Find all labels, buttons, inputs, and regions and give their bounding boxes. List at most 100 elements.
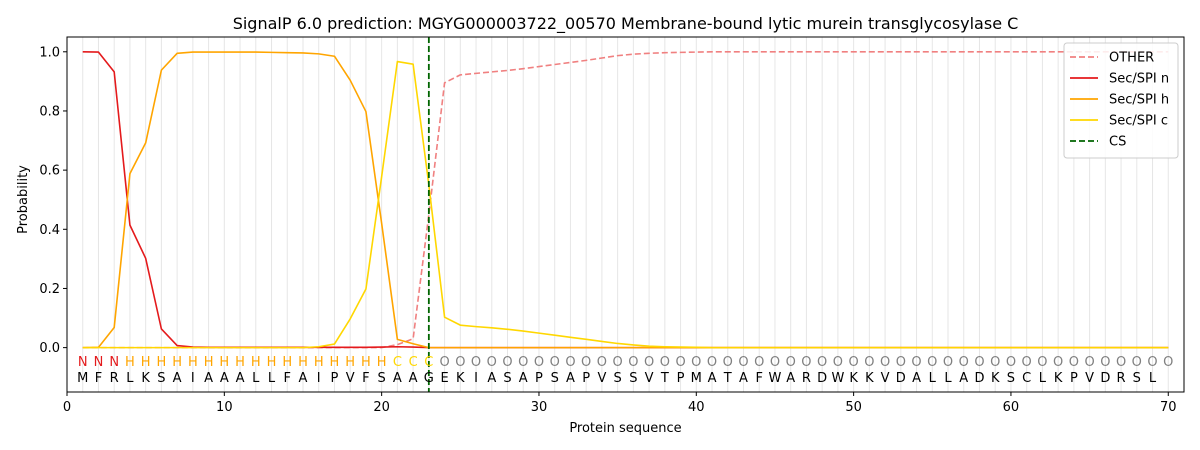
x-tick-label: 50 bbox=[845, 400, 862, 415]
sequence-letter: S bbox=[378, 371, 386, 386]
residue-label: O bbox=[1069, 355, 1079, 370]
sequence-letter: V bbox=[881, 371, 890, 386]
sequence-letter: D bbox=[1100, 371, 1110, 386]
residue-label: C bbox=[409, 355, 418, 370]
residue-label: O bbox=[518, 355, 528, 370]
residue-label: O bbox=[849, 355, 859, 370]
sequence-letter: A bbox=[220, 371, 229, 386]
residue-label: O bbox=[660, 355, 670, 370]
residue-label: O bbox=[833, 355, 843, 370]
residue-label: H bbox=[282, 355, 292, 370]
residue-label: O bbox=[1037, 355, 1047, 370]
residue-label: O bbox=[911, 355, 921, 370]
sequence-letter: K bbox=[1054, 371, 1063, 386]
sequence-letter: S bbox=[1133, 371, 1141, 386]
residue-label: H bbox=[188, 355, 198, 370]
sequence-letter: C bbox=[1022, 371, 1031, 386]
sequence-letter: L bbox=[268, 371, 276, 386]
residue-label: O bbox=[880, 355, 890, 370]
x-tick-label: 30 bbox=[531, 400, 548, 415]
axes-frame bbox=[66, 36, 1185, 393]
residue-label: O bbox=[1147, 355, 1157, 370]
sequence-letter: S bbox=[503, 371, 511, 386]
series-line-sec-spi-n bbox=[82, 50, 1169, 349]
legend-label: OTHER bbox=[1109, 51, 1154, 66]
y-tick-label: 0.2 bbox=[39, 282, 60, 297]
plot-area: NMNFNRHLHKHSHAHIHAHAHAHLHLHFHAHIHPHVHFHS… bbox=[39, 36, 1185, 415]
sequence-letter: P bbox=[535, 371, 543, 386]
sequence-letter: S bbox=[629, 371, 637, 386]
sequence-letter: M bbox=[77, 371, 88, 386]
residue-label: H bbox=[204, 355, 214, 370]
y-tick-label: 0.4 bbox=[39, 223, 60, 238]
sequence-letter: D bbox=[974, 371, 984, 386]
sequence-letter: D bbox=[817, 371, 827, 386]
residue-label: O bbox=[487, 355, 497, 370]
sequence-letter: R bbox=[1117, 371, 1126, 386]
residue-label: O bbox=[581, 355, 591, 370]
residue-label: O bbox=[1022, 355, 1032, 370]
x-tick-label: 20 bbox=[373, 400, 390, 415]
residue-label: O bbox=[597, 355, 607, 370]
sequence-letter: K bbox=[849, 371, 858, 386]
y-tick-label: 0.8 bbox=[39, 104, 60, 119]
sequence-letter: K bbox=[141, 371, 150, 386]
sequence-letter: V bbox=[645, 371, 654, 386]
residue-label: N bbox=[78, 355, 88, 370]
residue-label: O bbox=[723, 355, 733, 370]
sequence-letter: P bbox=[582, 371, 590, 386]
residue-label: H bbox=[172, 355, 182, 370]
sequence-letter: L bbox=[944, 371, 952, 386]
residue-label: O bbox=[801, 355, 811, 370]
sequence-letter: A bbox=[519, 371, 528, 386]
residue-label: H bbox=[330, 355, 340, 370]
residue-label: O bbox=[927, 355, 937, 370]
sequence-letter: A bbox=[299, 371, 308, 386]
sequence-letter: F bbox=[755, 371, 762, 386]
sequence-letter: M bbox=[691, 371, 702, 386]
y-tick-label: 1.0 bbox=[39, 45, 60, 60]
residue-label: O bbox=[959, 355, 969, 370]
sequence-letter: V bbox=[597, 371, 606, 386]
sequence-letter: P bbox=[1070, 371, 1078, 386]
residue-label: O bbox=[550, 355, 560, 370]
sequence-letter: R bbox=[802, 371, 811, 386]
sequence-letter: I bbox=[191, 371, 195, 386]
sequence-letter: A bbox=[566, 371, 575, 386]
residue-label: O bbox=[707, 355, 717, 370]
sequence-letter: S bbox=[1007, 371, 1015, 386]
sequence-letter: A bbox=[739, 371, 748, 386]
sequence-letter: A bbox=[204, 371, 213, 386]
residue-label: O bbox=[1084, 355, 1094, 370]
x-tick-label: 40 bbox=[688, 400, 705, 415]
legend: OTHER Sec/SPI n Sec/SPI h Sec/SPI c CS bbox=[1063, 42, 1179, 159]
sequence-letter: K bbox=[991, 371, 1000, 386]
sequence-letter: W bbox=[831, 371, 844, 386]
legend-label: Sec/SPI c bbox=[1109, 114, 1168, 129]
sequence-letter: A bbox=[912, 371, 921, 386]
x-tick-label: 10 bbox=[216, 400, 233, 415]
sequence-letter: A bbox=[173, 371, 182, 386]
residue-label: O bbox=[1116, 355, 1126, 370]
residue-label: H bbox=[361, 355, 371, 370]
sequence-letter: A bbox=[487, 371, 496, 386]
sequence-letter: F bbox=[95, 371, 102, 386]
residue-label: O bbox=[502, 355, 512, 370]
x-tick-label: 60 bbox=[1003, 400, 1020, 415]
sequence-letter: A bbox=[409, 371, 418, 386]
y-tick-label: 0.6 bbox=[39, 164, 60, 179]
residue-label: H bbox=[235, 355, 245, 370]
residue-label: O bbox=[1132, 355, 1142, 370]
residue-label: H bbox=[125, 355, 135, 370]
residue-label: O bbox=[864, 355, 874, 370]
residue-label: O bbox=[738, 355, 748, 370]
residue-label: H bbox=[141, 355, 151, 370]
sequence-letter: S bbox=[157, 371, 165, 386]
sequence-letter: S bbox=[614, 371, 622, 386]
residue-label: O bbox=[613, 355, 623, 370]
sequence-letter: F bbox=[362, 371, 369, 386]
legend-box bbox=[1063, 42, 1179, 159]
series-line-sec-spi-h bbox=[82, 51, 1169, 349]
sequence-letter: G bbox=[424, 371, 434, 386]
residue-label: O bbox=[1006, 355, 1016, 370]
